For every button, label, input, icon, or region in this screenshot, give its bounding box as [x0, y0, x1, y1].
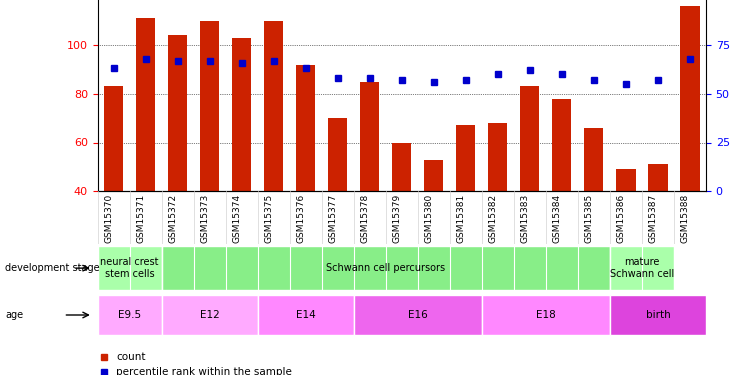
- Text: GSM15384: GSM15384: [553, 194, 562, 243]
- Text: GSM15370: GSM15370: [104, 194, 113, 243]
- Text: GSM15371: GSM15371: [137, 194, 146, 243]
- Text: mature
Schwann cell: mature Schwann cell: [610, 257, 674, 279]
- Bar: [617, 170, 635, 191]
- Text: GSM15383: GSM15383: [521, 194, 530, 243]
- Text: GSM15385: GSM15385: [585, 194, 594, 243]
- Text: Schwann cell percursors: Schwann cell percursors: [326, 263, 445, 273]
- FancyBboxPatch shape: [610, 246, 674, 290]
- Text: E9.5: E9.5: [118, 310, 141, 320]
- Text: GSM15379: GSM15379: [393, 194, 402, 243]
- Bar: [648, 164, 668, 191]
- Bar: [488, 123, 508, 191]
- Bar: [104, 87, 123, 191]
- Bar: [680, 6, 699, 191]
- Text: age: age: [5, 310, 23, 320]
- Text: GSM15388: GSM15388: [681, 194, 690, 243]
- FancyBboxPatch shape: [258, 295, 354, 335]
- Bar: [392, 142, 412, 191]
- Bar: [264, 21, 283, 191]
- Text: neural crest
stem cells: neural crest stem cells: [101, 257, 159, 279]
- Bar: [520, 87, 539, 191]
- Bar: [360, 82, 379, 191]
- Text: GSM15381: GSM15381: [457, 194, 466, 243]
- Bar: [424, 160, 443, 191]
- Text: percentile rank within the sample: percentile rank within the sample: [116, 367, 291, 375]
- Bar: [552, 99, 572, 191]
- Text: GSM15378: GSM15378: [360, 194, 369, 243]
- Text: E18: E18: [536, 310, 556, 320]
- Text: GSM15387: GSM15387: [649, 194, 658, 243]
- Text: birth: birth: [646, 310, 671, 320]
- Bar: [584, 128, 604, 191]
- Text: GSM15386: GSM15386: [617, 194, 626, 243]
- FancyBboxPatch shape: [161, 246, 610, 290]
- Text: GSM15376: GSM15376: [297, 194, 306, 243]
- Text: GSM15382: GSM15382: [489, 194, 498, 243]
- Bar: [136, 18, 155, 191]
- FancyBboxPatch shape: [482, 295, 610, 335]
- Text: GSM15377: GSM15377: [329, 194, 338, 243]
- Text: GSM15374: GSM15374: [233, 194, 242, 243]
- Bar: [168, 35, 187, 191]
- Bar: [232, 38, 252, 191]
- Text: GSM15372: GSM15372: [169, 194, 178, 243]
- Text: E16: E16: [408, 310, 427, 320]
- Bar: [328, 118, 348, 191]
- FancyBboxPatch shape: [98, 295, 161, 335]
- Bar: [296, 64, 315, 191]
- Text: E12: E12: [200, 310, 219, 320]
- Text: count: count: [116, 352, 146, 362]
- Text: GSM15373: GSM15373: [201, 194, 210, 243]
- Text: development stage: development stage: [5, 263, 99, 273]
- Bar: [200, 21, 219, 191]
- Text: GSM15380: GSM15380: [425, 194, 434, 243]
- FancyBboxPatch shape: [610, 295, 706, 335]
- FancyBboxPatch shape: [354, 295, 482, 335]
- Bar: [456, 125, 475, 191]
- FancyBboxPatch shape: [161, 295, 258, 335]
- Text: E14: E14: [296, 310, 315, 320]
- FancyBboxPatch shape: [98, 246, 161, 290]
- Text: GSM15375: GSM15375: [264, 194, 273, 243]
